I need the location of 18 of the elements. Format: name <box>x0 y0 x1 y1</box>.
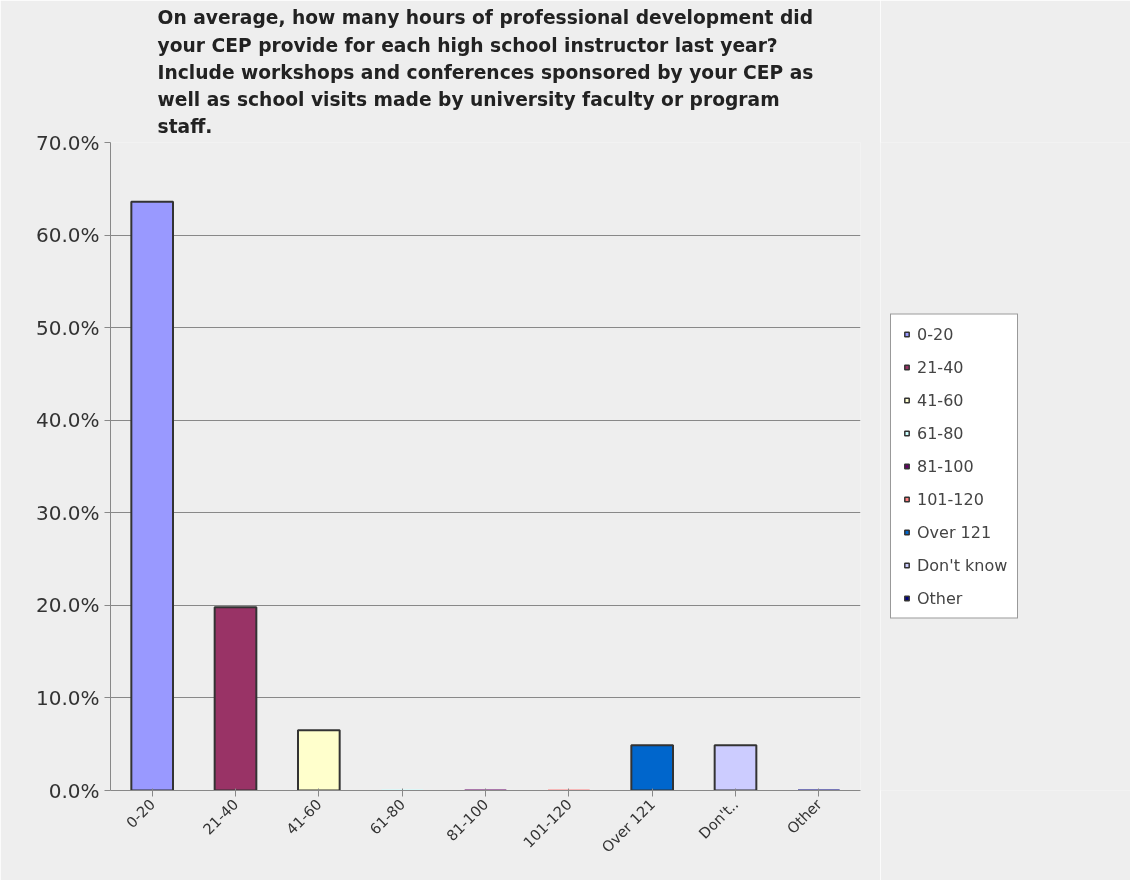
legend-label: Other <box>917 588 963 608</box>
y-tick-label: 30.0% <box>35 500 100 525</box>
legend-label: 21-40 <box>917 357 964 377</box>
y-tick-label: 50.0% <box>35 315 100 340</box>
y-tick-label: 70.0% <box>35 130 100 155</box>
y-tick-label: 20.0% <box>35 593 100 618</box>
legend-label: Over 121 <box>917 522 992 542</box>
legend-label: Don't know <box>917 555 1008 575</box>
legend-label: 41-60 <box>917 390 964 410</box>
chart-title: On average, how many hours of professional development did your CEP provide for each high school instructor last year? Include workshops and conferences sponsored by your CEP as well as school visits made by university faculty or program staff. <box>157 7 814 138</box>
y-tick-label: 60.0% <box>35 223 100 248</box>
legend-label: 0-20 <box>917 324 954 344</box>
y-tick-label: 40.0% <box>35 408 100 433</box>
y-tick-label: 0.0% <box>48 778 100 803</box>
y-tick-label: 10.0% <box>35 685 100 710</box>
legend-label: 81-100 <box>917 456 974 476</box>
legend-label: 101-120 <box>917 489 984 509</box>
legend-label: 61-80 <box>917 423 964 443</box>
